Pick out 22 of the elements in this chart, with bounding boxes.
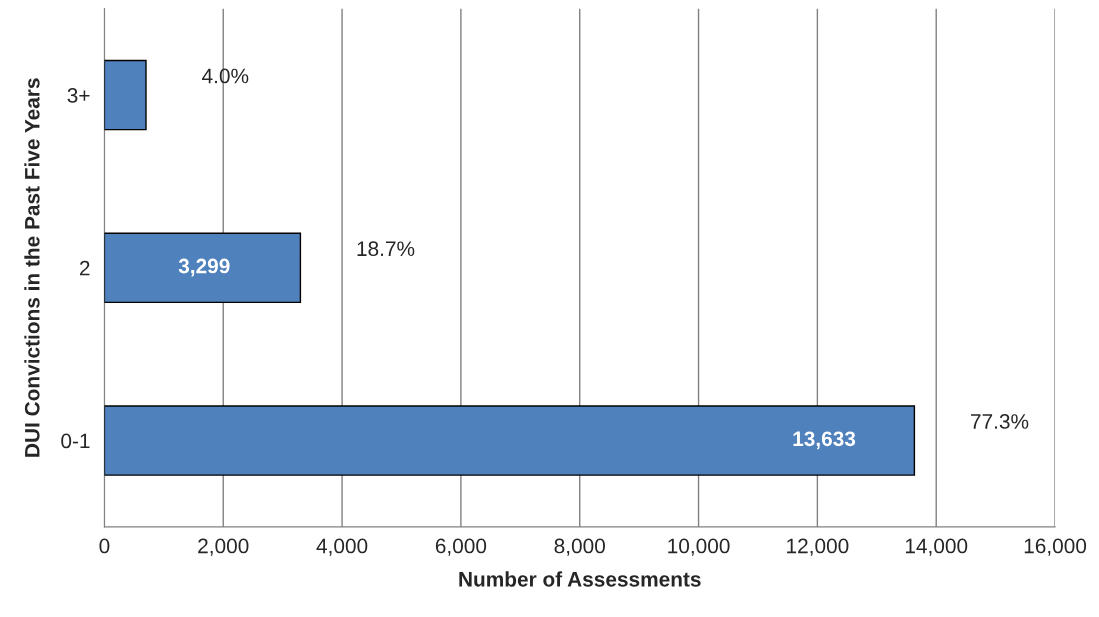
annotation: 18.7% (357, 241, 415, 257)
bar (104, 232, 302, 304)
annotation: 4.0% (202, 68, 249, 84)
y-tick-label: 0-1 (61, 433, 90, 449)
y-tick-label: 3+ (67, 88, 90, 103)
annotation: 77.3% (971, 414, 1029, 429)
x-tick-label: 14,000 (905, 538, 968, 556)
x-tick-label: 16,000 (1024, 538, 1087, 556)
x-tick-label: 10,000 (668, 538, 730, 556)
x-tick-label: 4,000 (316, 538, 368, 556)
y-axis-title: DUI Convictions in the Past Five Years (24, 78, 40, 457)
y-tick-label: 2 (79, 260, 90, 276)
x-tick-label: 8,000 (554, 538, 605, 556)
x-tick-label: 12,000 (787, 538, 849, 556)
data-label: 13,633 (793, 431, 856, 450)
x-tick-label: 6,000 (435, 538, 487, 556)
x-tick-label: 2,000 (198, 538, 249, 556)
x-axis-title: Number of Assessments (459, 571, 701, 587)
x-tick-label: 0 (99, 538, 110, 554)
data-label: 3,299 (178, 258, 230, 277)
bar (104, 405, 916, 476)
bar (104, 59, 147, 131)
